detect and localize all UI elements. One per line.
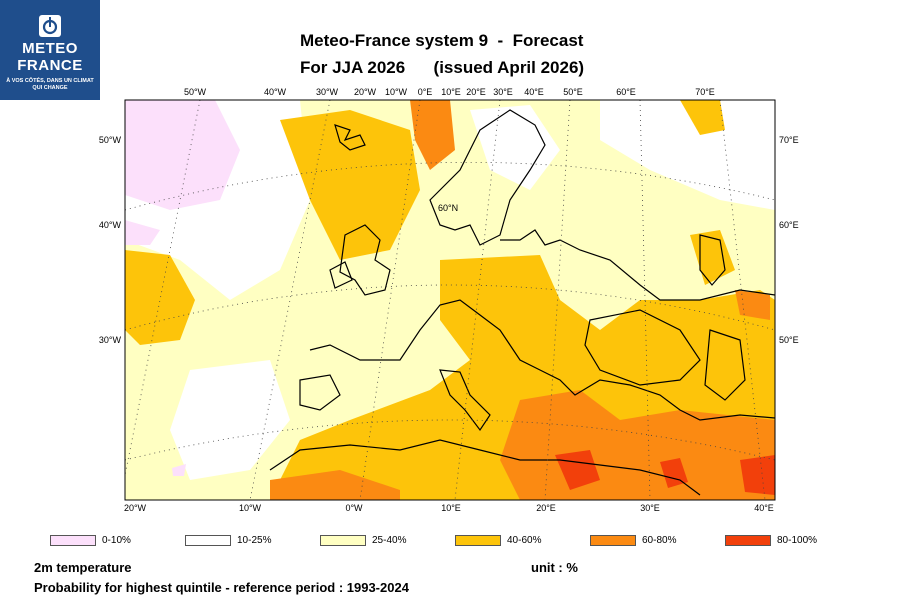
- meteo-france-mark-icon: [39, 15, 61, 37]
- title-line1: Meteo-France system 9 - Forecast: [300, 31, 584, 50]
- graticule: [125, 100, 775, 500]
- legend-swatch: [455, 534, 501, 546]
- legend-item: 25-40%: [320, 534, 406, 546]
- field-60-80-caspian: [735, 290, 770, 320]
- field-0-10-west: [125, 220, 160, 245]
- top-tick-label: 30°E: [493, 87, 513, 97]
- legend-label: 40-60%: [507, 534, 542, 546]
- field-40-60-west-atlantic: [125, 250, 195, 345]
- legend-swatch: [185, 534, 231, 546]
- field-10-25-north-russia: [600, 100, 775, 210]
- field-0-10-south: [172, 464, 186, 476]
- right-tick-label: 50°E: [779, 335, 799, 345]
- meteo-france-logo: METEO FRANCE À VOS CÔTÉS, DANS UN CLIMAT…: [0, 0, 100, 100]
- left-tick-label: 50°W: [99, 135, 122, 145]
- unit-label: unit : %: [531, 560, 578, 575]
- logo-tagline: À VOS CÔTÉS, DANS UN CLIMAT QUI CHANGE: [6, 78, 94, 91]
- bottom-tick-label: 20°E: [536, 503, 556, 513]
- bottom-tick-label: 20°W: [124, 503, 147, 513]
- bottom-tick-label: 40°E: [754, 503, 774, 513]
- field-40-60-north-atlantic: [280, 110, 420, 260]
- top-tick-label: 10°W: [385, 87, 408, 97]
- top-tick-label: 40°W: [264, 87, 287, 97]
- coastlines: [269, 109, 775, 496]
- legend-label: 80-100%: [777, 534, 818, 546]
- top-tick-label: 60°E: [616, 87, 636, 97]
- field-10-25-south-atlantic: [170, 360, 290, 480]
- legend-label: 10-25%: [237, 534, 272, 546]
- legend-swatch: [725, 534, 771, 546]
- legend-swatch: [50, 534, 96, 546]
- top-tick-labels: 50°W 40°W 30°W 20°W 10°W 0°E 10°E 20°E 3…: [184, 87, 715, 97]
- legend-item: 40-60%: [455, 534, 541, 546]
- legend-item: 10-25%: [185, 534, 271, 546]
- bottom-tick-labels: 20°W 10°W 0°W 10°E 20°E 30°E 40°E: [124, 503, 774, 513]
- left-tick-labels: 50°W 40°W 30°W: [99, 135, 122, 345]
- field-60-80-norway-sea: [410, 100, 455, 170]
- field-60-80-north-africa: [270, 470, 400, 500]
- latitude-label-60n: 60°N: [438, 203, 458, 213]
- logo-name-line1: METEO: [22, 40, 78, 57]
- left-tick-label: 40°W: [99, 220, 122, 230]
- title-line2: For JJA 2026 (issued April 2026): [300, 58, 585, 77]
- bottom-tick-label: 30°E: [640, 503, 660, 513]
- top-tick-label: 30°W: [316, 87, 339, 97]
- legend-label: 60-80%: [642, 534, 677, 546]
- top-tick-label: 50°E: [563, 87, 583, 97]
- right-tick-labels: 70°E 60°E 50°E: [779, 135, 799, 345]
- left-tick-label: 30°W: [99, 335, 122, 345]
- bottom-tick-label: 10°E: [441, 503, 461, 513]
- top-tick-label: 40°E: [524, 87, 544, 97]
- legend-item: 60-80%: [590, 534, 676, 546]
- field-40-60-arctic: [680, 100, 725, 135]
- legend-item: 0-10%: [50, 534, 131, 546]
- bottom-tick-label: 0°W: [345, 503, 363, 513]
- legend-label: 0-10%: [102, 534, 131, 546]
- top-tick-label: 50°W: [184, 87, 207, 97]
- map-frame: [124, 99, 776, 501]
- top-tick-label: 20°W: [354, 87, 377, 97]
- field-10-25-scandinavia: [470, 105, 560, 190]
- legend-label: 25-40%: [372, 534, 407, 546]
- field-80-100-anatolia: [555, 450, 600, 490]
- right-tick-label: 70°E: [779, 135, 799, 145]
- probability-field: [125, 100, 775, 500]
- top-tick-label: 70°E: [695, 87, 715, 97]
- description: Probability for highest quintile - refer…: [34, 580, 409, 595]
- bottom-tick-label: 10°W: [239, 503, 262, 513]
- field-80-100-iran: [740, 455, 775, 495]
- legend-item: 80-100%: [725, 534, 817, 546]
- field-0-10-northwest: [125, 100, 240, 210]
- top-tick-label: 0°E: [418, 87, 433, 97]
- right-tick-label: 60°E: [779, 220, 799, 230]
- top-tick-label: 20°E: [466, 87, 486, 97]
- top-tick-label: 10°E: [441, 87, 461, 97]
- legend-swatch: [590, 534, 636, 546]
- legend-swatch: [320, 534, 366, 546]
- logo-name-line2: FRANCE: [17, 57, 83, 74]
- variable-name: 2m temperature: [34, 560, 132, 575]
